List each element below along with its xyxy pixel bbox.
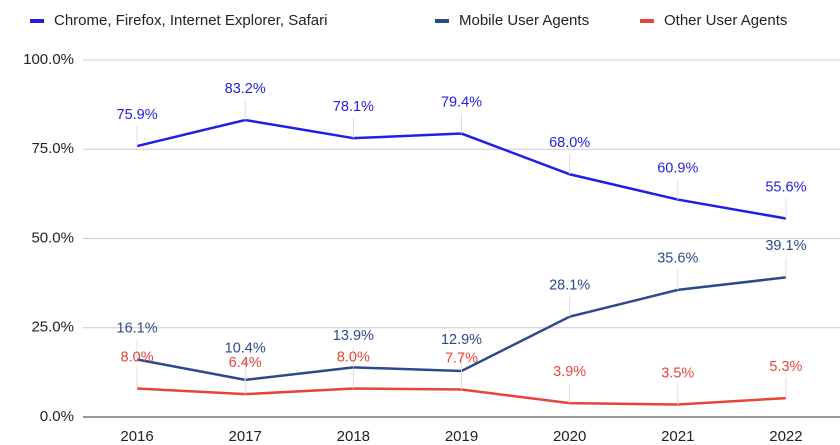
x-tick-label: 2021: [661, 428, 694, 445]
series-line: [137, 387, 787, 406]
y-tick-label: 100.0%: [23, 51, 74, 68]
legend-label: Chrome, Firefox, Internet Explorer, Safa…: [54, 12, 327, 29]
data-label: 35.6%: [657, 251, 698, 267]
data-label: 83.2%: [225, 81, 266, 97]
legend-swatch: [640, 19, 654, 23]
data-label: 7.7%: [445, 350, 478, 366]
legend-label: Mobile User Agents: [459, 12, 589, 29]
x-tick-label: 2018: [337, 428, 370, 445]
x-tick-label: 2022: [769, 428, 802, 445]
data-label: 60.9%: [657, 160, 698, 176]
data-label: 10.4%: [225, 341, 266, 357]
data-label: 8.0%: [337, 349, 370, 365]
data-label: 16.1%: [117, 320, 158, 336]
data-label: 28.1%: [549, 278, 590, 294]
x-tick-label: 2020: [553, 428, 586, 445]
y-tick-label: 0.0%: [40, 408, 74, 425]
legend-swatch: [435, 19, 449, 23]
data-label: 13.9%: [333, 328, 374, 344]
data-label: 8.0%: [121, 349, 154, 365]
x-tick-label: 2016: [120, 428, 153, 445]
data-label: 68.0%: [549, 135, 590, 151]
data-label: 55.6%: [765, 179, 806, 195]
data-label: 75.9%: [117, 107, 158, 123]
data-label: 5.3%: [769, 359, 802, 375]
data-label: 3.9%: [553, 364, 586, 380]
y-tick-label: 50.0%: [31, 229, 74, 246]
legend-swatch: [30, 19, 44, 23]
data-label: 3.5%: [661, 365, 694, 381]
legend-label: Other User Agents: [664, 12, 787, 29]
data-label: 12.9%: [441, 332, 482, 348]
data-label: 39.1%: [765, 238, 806, 254]
data-label: 78.1%: [333, 99, 374, 115]
y-tick-label: 25.0%: [31, 319, 74, 336]
x-tick-label: 2017: [229, 428, 262, 445]
data-label: 6.4%: [229, 355, 262, 371]
x-tick-label: 2019: [445, 428, 478, 445]
data-label: 79.4%: [441, 94, 482, 110]
y-tick-label: 75.0%: [31, 140, 74, 157]
